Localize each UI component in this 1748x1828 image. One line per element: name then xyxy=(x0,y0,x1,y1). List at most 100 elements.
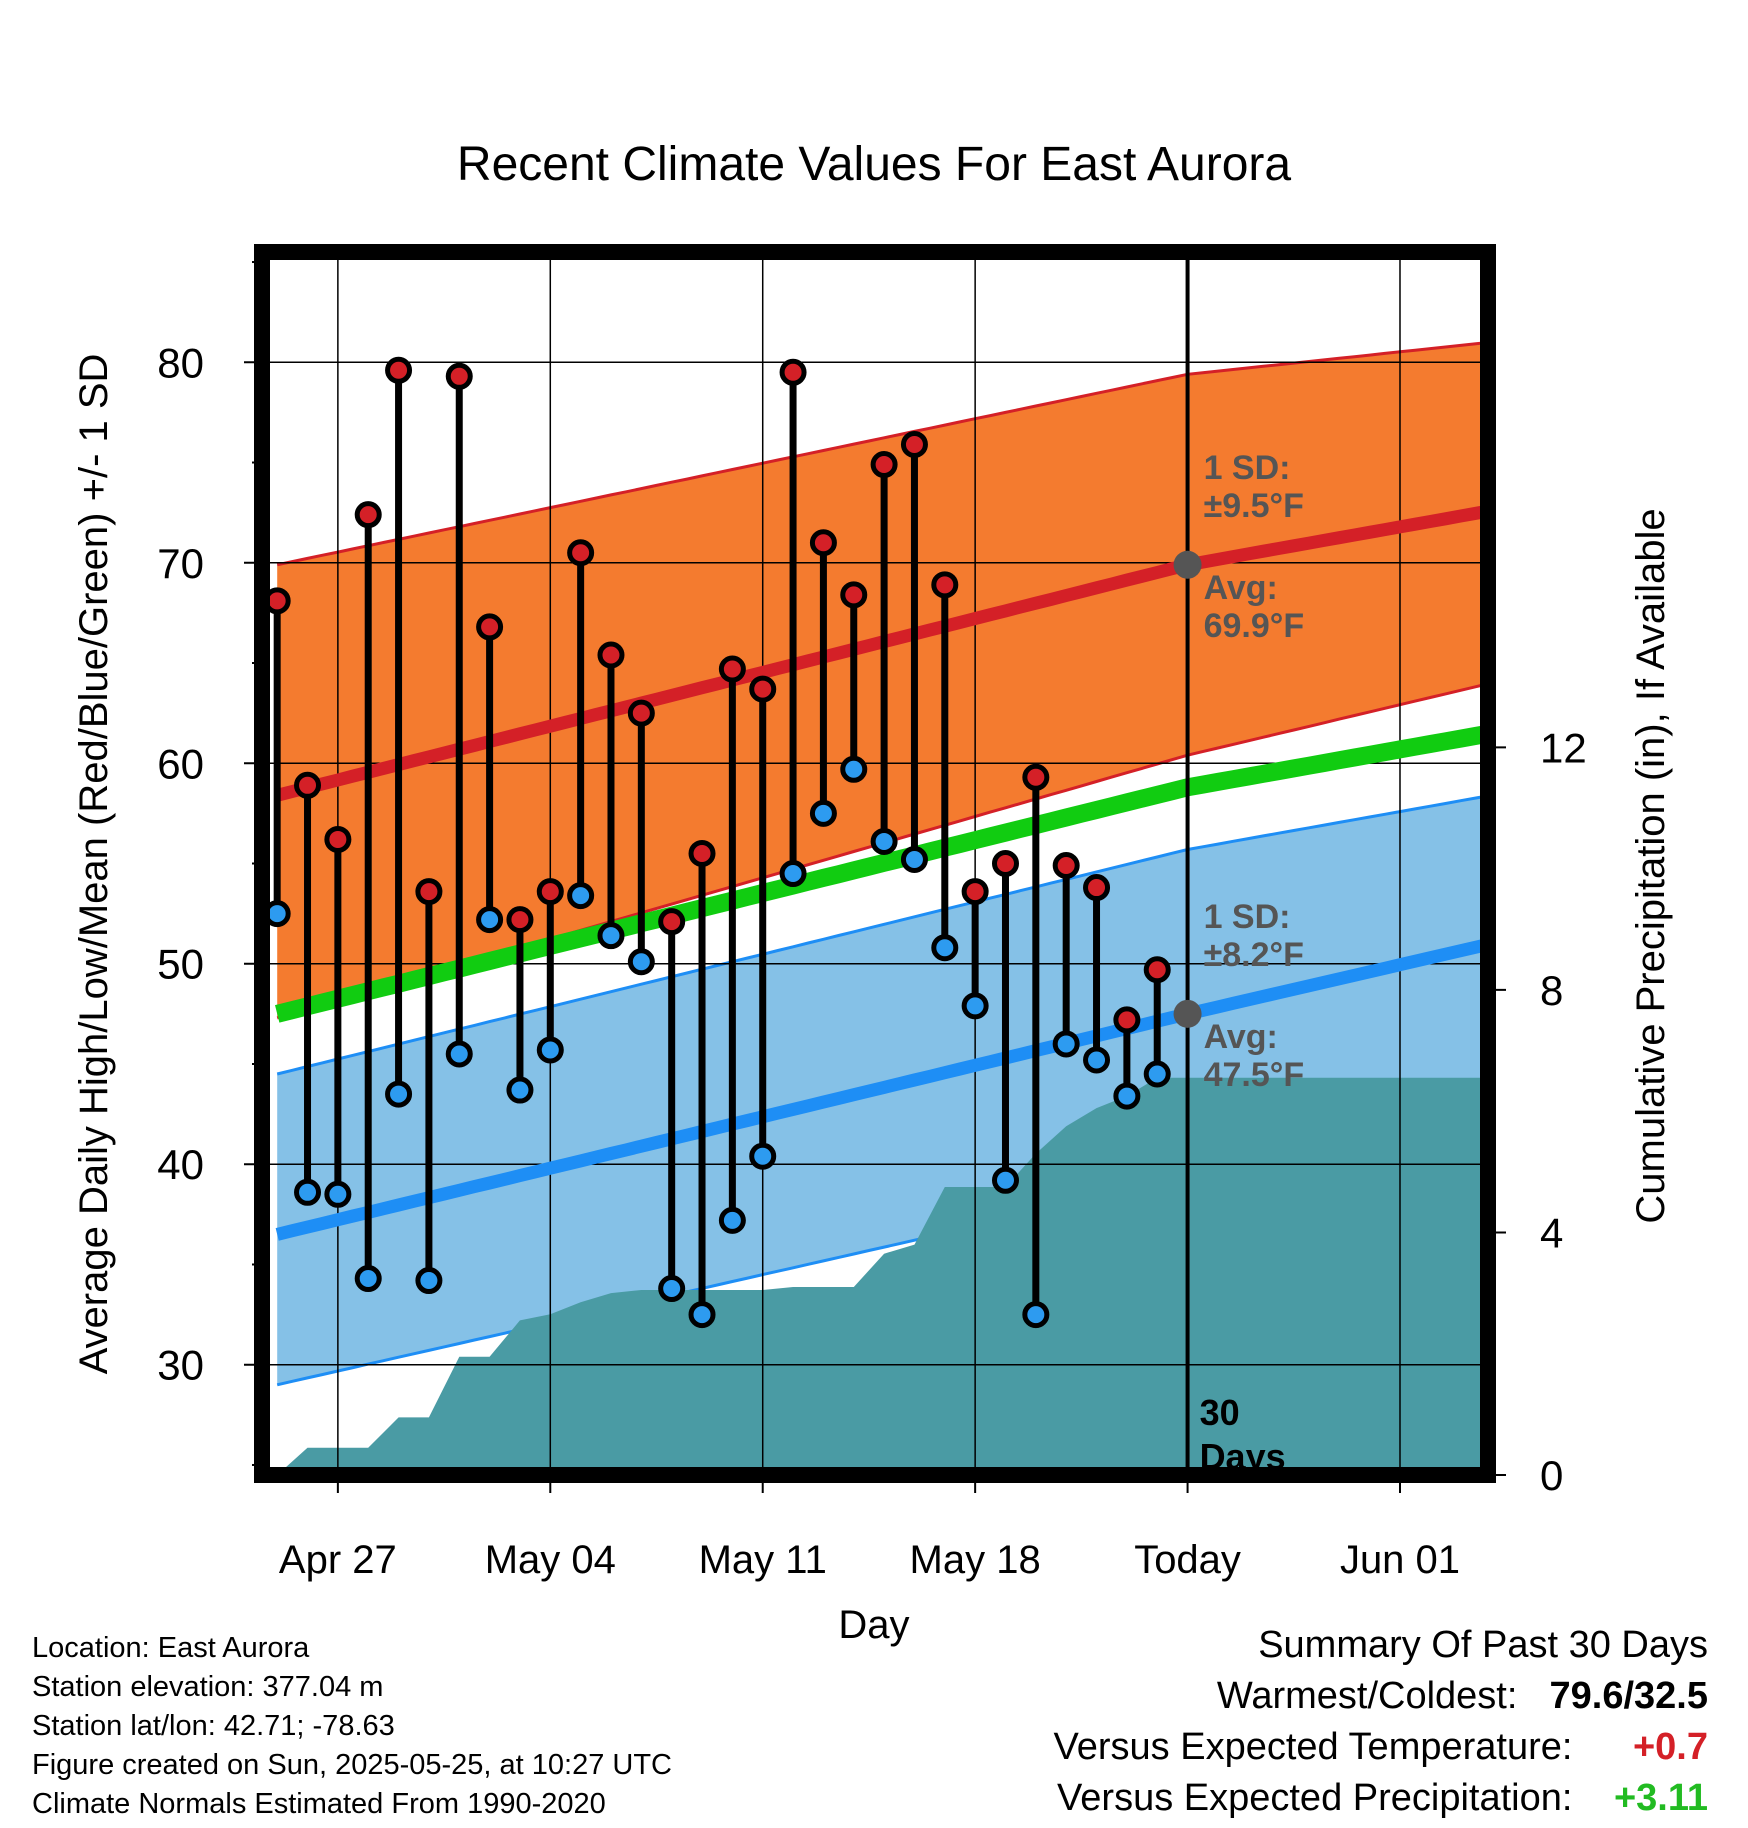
daily-high-point xyxy=(688,839,716,867)
daily-high-point xyxy=(354,501,382,529)
elevation-text: Station elevation: 377.04 m xyxy=(32,1671,384,1703)
daily-high-point xyxy=(779,358,807,386)
location-text: Location: East Aurora xyxy=(32,1632,310,1664)
daily-low-point xyxy=(688,1301,716,1329)
daily-high-point xyxy=(749,675,777,703)
daily-high-point xyxy=(445,362,473,390)
daily-low-point xyxy=(900,845,928,873)
axes: 30 40 50 60 70 80 0 4 8 12 Apr 27 May 04 May 11 May 1… xyxy=(157,261,1587,1582)
high-avg-label: Avg: xyxy=(1204,569,1278,607)
x-tick-label: Apr 27 xyxy=(279,1538,397,1582)
daily-low-point xyxy=(1083,1046,1111,1074)
daily-low-point xyxy=(627,948,655,976)
daily-high-point xyxy=(900,430,928,458)
y-left-tick-label: 80 xyxy=(157,339,204,386)
daily-low-point xyxy=(749,1142,777,1170)
x-tick-label: Jun 01 xyxy=(1340,1538,1460,1582)
daily-high-point xyxy=(324,825,352,853)
low-avg-label: Avg: xyxy=(1204,1018,1278,1056)
precip-label: Versus Expected Precipitation: xyxy=(1057,1777,1573,1819)
x-tick-label: May 04 xyxy=(485,1538,616,1582)
daily-low-point xyxy=(931,934,959,962)
daily-low-point xyxy=(476,906,504,934)
daily-low-point xyxy=(415,1267,443,1295)
x-tick-label: May 11 xyxy=(699,1538,827,1582)
daily-high-point xyxy=(658,908,686,936)
daily-low-point xyxy=(961,992,989,1020)
station-info: Location: East Aurora Station elevation:… xyxy=(32,1629,672,1824)
daily-high-point xyxy=(1143,956,1171,984)
daily-high-point xyxy=(567,539,595,567)
y-right-tick-label: 8 xyxy=(1540,967,1563,1014)
daily-high-point xyxy=(536,878,564,906)
normals-text: Climate Normals Estimated From 1990-2020 xyxy=(32,1788,606,1820)
daily-high-point xyxy=(840,581,868,609)
summary-row-temp: Versus Expected Temperature: +0.7 xyxy=(1054,1722,1708,1773)
daily-high-point xyxy=(1022,763,1050,791)
daily-low-point xyxy=(1143,1060,1171,1088)
daily-low-point xyxy=(445,1040,473,1068)
daily-low-point xyxy=(567,882,595,910)
y-right-tick-label: 12 xyxy=(1540,724,1587,771)
latlon-text: Station lat/lon: 42.71; -78.63 xyxy=(32,1710,395,1742)
normal-mean-line xyxy=(275,724,1488,1023)
y-left-tick-label: 50 xyxy=(157,941,204,988)
daily-low-point xyxy=(597,922,625,950)
low-avg-value: 47.5°F xyxy=(1204,1056,1305,1094)
daily-low-point xyxy=(536,1036,564,1064)
y-right-tick-label: 0 xyxy=(1540,1452,1563,1499)
low-sd-label: 1 SD: xyxy=(1204,898,1291,936)
daily-low-point xyxy=(658,1275,686,1303)
y-axis-label-right: Cumulative Precipitation (in), If Availa… xyxy=(1629,508,1673,1223)
y-left-tick-label: 70 xyxy=(157,540,204,587)
daily-high-point xyxy=(809,529,837,557)
days-count-label: 30 xyxy=(1200,1392,1240,1433)
low-avg-marker xyxy=(1173,999,1202,1028)
warmest-coldest-label: Warmest/Coldest: xyxy=(1216,1675,1518,1717)
daily-low-point xyxy=(991,1166,1019,1194)
daily-high-point xyxy=(718,655,746,683)
high-avg-marker xyxy=(1173,550,1202,579)
daily-low-point xyxy=(1022,1301,1050,1329)
daily-low-point xyxy=(1113,1082,1141,1110)
daily-high-point xyxy=(931,571,959,599)
y-left-tick-label: 30 xyxy=(157,1342,204,1389)
daily-low-point xyxy=(294,1178,322,1206)
daily-low-point xyxy=(840,755,868,783)
daily-high-point xyxy=(1083,874,1111,902)
x-tick-label: Today xyxy=(1134,1538,1241,1582)
y-right-tick-label: 4 xyxy=(1540,1209,1563,1256)
high-band-upper-edge xyxy=(276,341,1488,567)
daily-low-point xyxy=(1052,1030,1080,1058)
daily-high-point xyxy=(627,699,655,727)
warmest-coldest-value: 79.6/32.5 xyxy=(1549,1675,1708,1717)
summary-row-warmest: Warmest/Coldest: 79.6/32.5 xyxy=(1054,1671,1708,1722)
daily-low-point xyxy=(870,827,898,855)
daily-low-point xyxy=(718,1206,746,1234)
daily-high-point xyxy=(597,641,625,669)
x-tick-label: May 18 xyxy=(910,1538,1041,1582)
daily-high-point xyxy=(1052,852,1080,880)
daily-low-point xyxy=(809,799,837,827)
high-sd-value: ±9.5°F xyxy=(1204,487,1304,525)
temp-value: +0.7 xyxy=(1632,1726,1708,1768)
normal-low-line xyxy=(275,937,1488,1241)
cumulative-precip-area xyxy=(277,1077,1488,1475)
daily-high-point xyxy=(991,850,1019,877)
high-avg-value: 69.9°F xyxy=(1204,607,1305,645)
low-band-upper-edge xyxy=(276,794,1488,1076)
y-left-tick-label: 60 xyxy=(157,740,204,787)
daily-high-point xyxy=(385,356,413,384)
daily-low-point xyxy=(779,860,807,888)
daily-high-point xyxy=(476,613,504,641)
daily-low-point xyxy=(354,1265,382,1293)
daily-high-point xyxy=(870,451,898,479)
daily-high-point xyxy=(961,878,989,906)
x-axis-label: Day xyxy=(838,1603,909,1647)
low-sd-value: ±8.2°F xyxy=(1204,936,1304,974)
high-sd-label: 1 SD: xyxy=(1204,449,1291,487)
y-left-tick-label: 40 xyxy=(157,1141,204,1188)
chart-title: Recent Climate Values For East Aurora xyxy=(457,138,1291,191)
created-text: Figure created on Sun, 2025-05-25, at 10… xyxy=(32,1749,672,1781)
